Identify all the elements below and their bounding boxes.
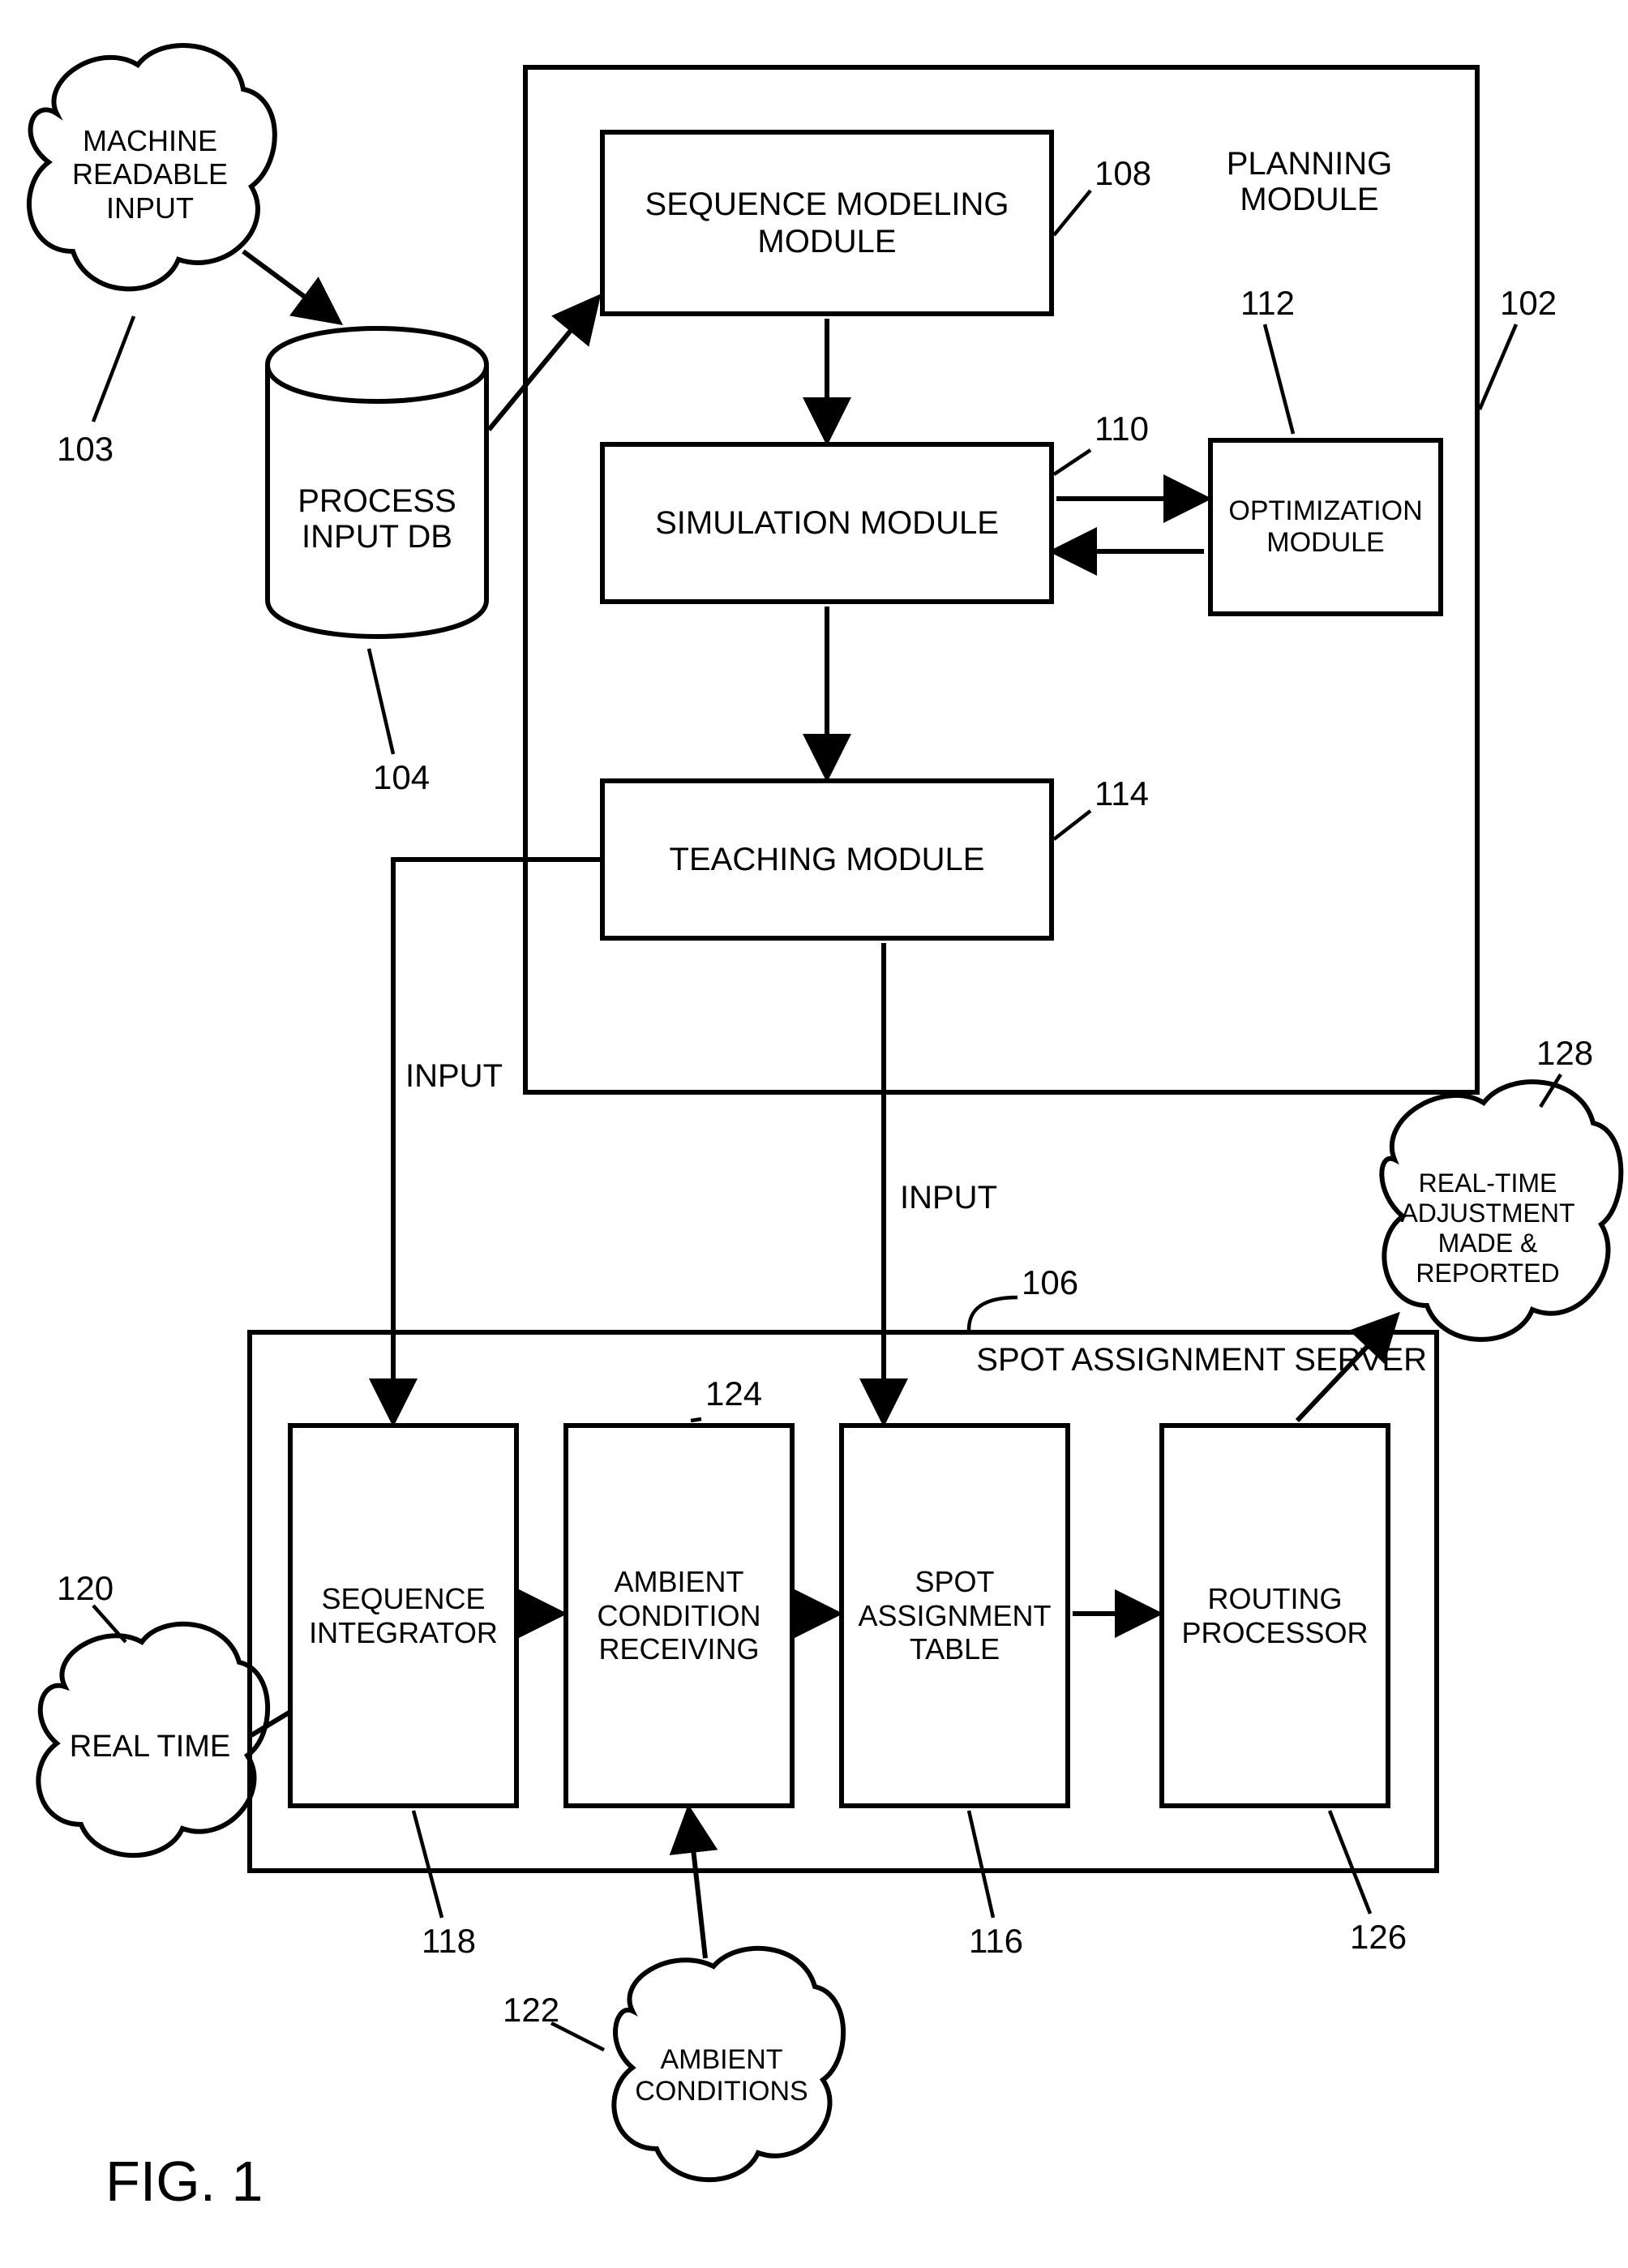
box-label: ROUTING PROCESSOR bbox=[1172, 1582, 1377, 1649]
ref-120: 120 bbox=[57, 1569, 114, 1608]
input-label-1: INPUT bbox=[405, 1058, 503, 1094]
ref-122: 122 bbox=[503, 1991, 559, 2030]
sequence-integrator: SEQUENCE INTEGRATOR bbox=[288, 1423, 519, 1808]
ref-106: 106 bbox=[1022, 1263, 1078, 1302]
box-label: OPTIMIZATION MODULE bbox=[1221, 495, 1430, 559]
planning-module-title: PLANNING MODULE bbox=[1159, 146, 1459, 217]
sequence-modeling-module: SEQUENCE MODELING MODULE bbox=[600, 130, 1054, 316]
spot-assignment-table: SPOT ASSIGNMENT TABLE bbox=[839, 1423, 1070, 1808]
spot-server-title: SPOT ASSIGNMENT SERVER bbox=[900, 1342, 1427, 1378]
ref-114: 114 bbox=[1095, 774, 1149, 813]
box-label: SEQUENCE INTEGRATOR bbox=[301, 1582, 506, 1649]
teaching-module: TEACHING MODULE bbox=[600, 778, 1054, 941]
figure-label: FIG. 1 bbox=[105, 2149, 263, 2214]
ref-124: 124 bbox=[705, 1374, 762, 1413]
box-label: TEACHING MODULE bbox=[670, 841, 985, 878]
cloud-real-time-text: REAL TIME bbox=[61, 1691, 239, 1804]
box-label: SPOT ASSIGNMENT TABLE bbox=[852, 1565, 1057, 1666]
ref-110: 110 bbox=[1095, 409, 1149, 448]
input-label-2: INPUT bbox=[900, 1180, 997, 1215]
ref-104: 104 bbox=[373, 758, 430, 797]
optimization-module: OPTIMIZATION MODULE bbox=[1208, 438, 1443, 616]
simulation-module: SIMULATION MODULE bbox=[600, 442, 1054, 604]
box-label: SEQUENCE MODELING MODULE bbox=[613, 186, 1041, 260]
routing-processor: ROUTING PROCESSOR bbox=[1159, 1423, 1390, 1808]
ref-118: 118 bbox=[422, 1922, 476, 1961]
box-label: AMBIENT CONDITION RECEIVING bbox=[576, 1565, 782, 1666]
ref-116: 116 bbox=[969, 1922, 1023, 1961]
ambient-condition-receiving: AMBIENT CONDITION RECEIVING bbox=[563, 1423, 795, 1808]
box-label: SIMULATION MODULE bbox=[655, 504, 999, 542]
cloud-machine-input-text: MACHINE READABLE INPUT bbox=[45, 93, 255, 255]
cloud-adjustment-text: REAL-TIME ADJUSTMENT MADE & REPORTED bbox=[1382, 1135, 1593, 1322]
ref-103: 103 bbox=[57, 430, 114, 469]
ref-128: 128 bbox=[1536, 1034, 1593, 1073]
ref-126: 126 bbox=[1350, 1918, 1407, 1957]
ref-108: 108 bbox=[1095, 154, 1151, 193]
ref-112: 112 bbox=[1240, 284, 1295, 323]
ref-102: 102 bbox=[1500, 284, 1557, 323]
cloud-ambient-cond-text: AMBIENT CONDITIONS bbox=[616, 2007, 827, 2145]
process-db-label: PROCESS INPUT DB bbox=[268, 426, 486, 612]
